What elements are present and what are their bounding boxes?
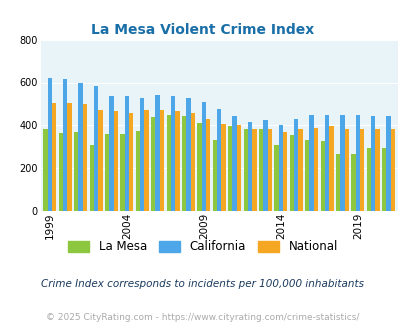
- Bar: [181, 116, 186, 211]
- Bar: [328, 126, 333, 211]
- Bar: [313, 128, 318, 211]
- Bar: [120, 134, 124, 211]
- Bar: [113, 112, 117, 211]
- Bar: [94, 86, 98, 211]
- Bar: [190, 113, 194, 211]
- Bar: [98, 110, 102, 211]
- Bar: [247, 122, 252, 211]
- Bar: [262, 120, 267, 211]
- Legend: La Mesa, California, National: La Mesa, California, National: [64, 237, 341, 257]
- Bar: [124, 96, 129, 211]
- Bar: [258, 129, 262, 211]
- Bar: [217, 109, 221, 211]
- Bar: [212, 141, 217, 211]
- Bar: [293, 119, 298, 211]
- Bar: [43, 129, 47, 211]
- Bar: [59, 133, 63, 211]
- Bar: [160, 110, 164, 211]
- Bar: [151, 117, 155, 211]
- Bar: [335, 154, 339, 211]
- Bar: [252, 129, 256, 211]
- Bar: [78, 82, 83, 211]
- Bar: [320, 142, 324, 211]
- Bar: [171, 96, 175, 211]
- Bar: [375, 129, 379, 211]
- Bar: [90, 145, 94, 211]
- Bar: [140, 98, 144, 211]
- Bar: [105, 134, 109, 211]
- Bar: [67, 103, 72, 211]
- Bar: [197, 123, 201, 211]
- Bar: [228, 126, 232, 211]
- Bar: [135, 131, 140, 211]
- Bar: [201, 102, 205, 211]
- Bar: [175, 112, 179, 211]
- Bar: [221, 124, 225, 211]
- Bar: [339, 115, 344, 211]
- Bar: [359, 129, 363, 211]
- Bar: [52, 103, 56, 211]
- Bar: [83, 104, 87, 211]
- Bar: [390, 129, 394, 211]
- Bar: [63, 79, 67, 211]
- Bar: [232, 116, 236, 211]
- Bar: [47, 78, 52, 211]
- Bar: [350, 154, 355, 211]
- Bar: [278, 125, 282, 211]
- Bar: [370, 116, 375, 211]
- Bar: [298, 129, 302, 211]
- Bar: [324, 115, 328, 211]
- Text: © 2025 CityRating.com - https://www.cityrating.com/crime-statistics/: © 2025 CityRating.com - https://www.city…: [46, 313, 359, 322]
- Bar: [186, 98, 190, 211]
- Bar: [109, 96, 113, 211]
- Bar: [309, 115, 313, 211]
- Bar: [386, 116, 390, 211]
- Text: Crime Index corresponds to incidents per 100,000 inhabitants: Crime Index corresponds to incidents per…: [41, 279, 364, 289]
- Bar: [282, 132, 287, 211]
- Bar: [274, 145, 278, 211]
- Bar: [144, 110, 148, 211]
- Bar: [344, 129, 348, 211]
- Text: La Mesa Violent Crime Index: La Mesa Violent Crime Index: [91, 23, 314, 37]
- Bar: [243, 129, 247, 211]
- Bar: [205, 119, 210, 211]
- Bar: [166, 115, 171, 211]
- Bar: [267, 129, 271, 211]
- Bar: [74, 132, 78, 211]
- Bar: [305, 141, 309, 211]
- Bar: [289, 135, 293, 211]
- Bar: [366, 148, 370, 211]
- Bar: [355, 115, 359, 211]
- Bar: [236, 125, 241, 211]
- Bar: [155, 95, 160, 211]
- Bar: [129, 113, 133, 211]
- Bar: [381, 148, 386, 211]
